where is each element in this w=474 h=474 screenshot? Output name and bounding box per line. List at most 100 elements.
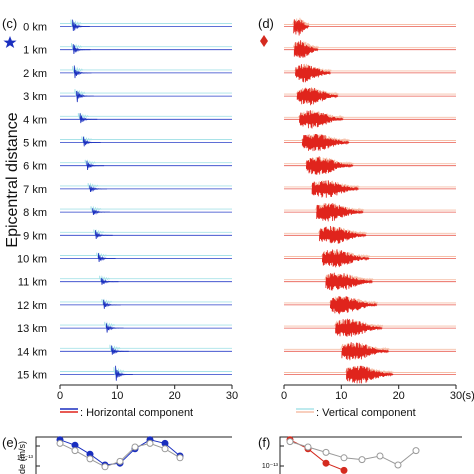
horizontal-component-wave bbox=[86, 160, 105, 171]
star-icon bbox=[3, 36, 17, 48]
horizontal-component-wave bbox=[296, 87, 339, 106]
distance-label: 15 km bbox=[17, 370, 47, 382]
x-tick-c-10: 10 bbox=[111, 390, 123, 402]
horizontal-component-wave bbox=[319, 225, 367, 244]
seismogram-d-row bbox=[284, 225, 456, 244]
panel-e-label: (e) bbox=[2, 435, 18, 450]
panel-e-point bbox=[161, 445, 169, 453]
panel-e-point bbox=[116, 457, 124, 465]
distance-label: 2 km bbox=[23, 68, 47, 80]
vertical-component-wave bbox=[74, 89, 86, 98]
panel-f: 10⁻¹³ bbox=[262, 436, 462, 474]
seismogram-c-row bbox=[60, 275, 232, 285]
panel-e-ylabel: de (m/s) bbox=[17, 441, 27, 474]
horizontal-component-wave bbox=[295, 64, 331, 83]
horizontal-component-wave bbox=[73, 65, 92, 79]
legend-horizontal-label: : Horizontal component bbox=[80, 407, 193, 419]
vertical-component-wave bbox=[109, 344, 121, 352]
horizontal-component-wave bbox=[335, 318, 383, 337]
seismogram-c-row bbox=[60, 112, 232, 124]
panel-f-point bbox=[358, 456, 366, 464]
legend: : Horizontal component : Vertical compon… bbox=[60, 407, 416, 419]
x-tick-d-10: 10 bbox=[335, 390, 347, 402]
x-tick-c-30: 30 bbox=[226, 390, 238, 402]
vertical-component-wave bbox=[90, 205, 102, 212]
horizontal-component-wave bbox=[301, 133, 350, 152]
vertical-component-wave bbox=[84, 159, 96, 166]
panel-e-point bbox=[101, 463, 109, 471]
vertical-component-wave bbox=[96, 252, 108, 259]
horizontal-component-wave bbox=[111, 345, 129, 355]
vertical-component-wave bbox=[99, 275, 111, 282]
horizontal-component-wave bbox=[322, 249, 370, 268]
vertical-component-wave bbox=[101, 298, 113, 305]
vertical-component-wave bbox=[71, 43, 83, 51]
seismogram-c-row bbox=[60, 89, 232, 103]
vertical-component-wave bbox=[87, 182, 99, 189]
horizontal-component-wave bbox=[305, 156, 354, 175]
panel-e-point bbox=[131, 443, 139, 451]
x-tick-d-30: 30 bbox=[450, 390, 462, 402]
horizontal-component-wave bbox=[330, 296, 378, 315]
seismogram-d-row bbox=[284, 17, 456, 36]
distance-label: 11 km bbox=[18, 277, 47, 289]
seismogram-c-row bbox=[60, 298, 232, 309]
panel-f-point bbox=[286, 438, 294, 446]
horizontal-component-wave bbox=[293, 19, 310, 36]
panel-f-point bbox=[412, 447, 420, 455]
seismogram-c-row bbox=[60, 65, 232, 79]
horizontal-component-wave bbox=[106, 323, 124, 333]
vertical-component-wave bbox=[81, 135, 93, 143]
distance-label: 13 km bbox=[17, 323, 47, 335]
x-tick-c-20: 20 bbox=[169, 390, 181, 402]
vertical-component-wave bbox=[93, 228, 105, 236]
vertical-component-wave bbox=[70, 19, 82, 28]
vertical-component-wave bbox=[104, 321, 116, 329]
horizontal-component-wave bbox=[100, 278, 119, 285]
distance-label: 4 km bbox=[23, 114, 47, 126]
seismogram-d-row bbox=[284, 295, 456, 315]
seismogram-d-row bbox=[284, 40, 456, 59]
seismogram-c-row bbox=[60, 252, 232, 263]
distance-label: 1 km bbox=[23, 45, 47, 57]
seismogram-c-row bbox=[60, 344, 232, 355]
distance-label: 3 km bbox=[23, 91, 47, 103]
panel-e-point bbox=[56, 439, 64, 447]
diamond-icon bbox=[260, 35, 268, 47]
distance-label: 6 km bbox=[23, 161, 47, 173]
panel-e-tick-label: 10⁻¹³ bbox=[17, 455, 34, 462]
seismogram-c-row bbox=[60, 19, 232, 32]
seismogram-d-row bbox=[284, 180, 456, 198]
panel-c-seismograms bbox=[60, 19, 232, 381]
panel-c-label: (c) bbox=[2, 16, 17, 31]
panel-f-point bbox=[376, 452, 384, 460]
seismogram-d-row bbox=[284, 110, 456, 129]
horizontal-component-wave bbox=[346, 365, 394, 384]
seismogram-c-row bbox=[60, 135, 232, 147]
seismogram-d-row bbox=[284, 365, 456, 384]
panel-d-seismograms bbox=[284, 17, 456, 384]
distance-label: 0 km bbox=[23, 22, 47, 34]
panel-f-point bbox=[394, 461, 402, 469]
panel-f-point bbox=[322, 448, 330, 456]
distance-label: 12 km bbox=[17, 300, 47, 312]
panel-f-point bbox=[340, 454, 348, 462]
seismogram-c-row bbox=[60, 321, 232, 333]
horizontal-component-wave bbox=[95, 230, 113, 240]
x-tick-c-0: 0 bbox=[57, 390, 63, 402]
horizontal-component-wave bbox=[72, 19, 90, 32]
vertical-component-wave bbox=[77, 112, 90, 120]
distance-labels: 0 km 1 km 2 km 3 km 4 km 5 km 6 km 7 km 8 km 9 km… bbox=[17, 22, 47, 382]
horizontal-component-wave bbox=[79, 113, 98, 124]
y-axis-title: Epicentral distance bbox=[4, 112, 21, 247]
horizontal-component-wave bbox=[103, 299, 121, 309]
horizontal-component-wave bbox=[76, 90, 94, 103]
distance-label: 7 km bbox=[23, 184, 47, 196]
horizontal-component-wave bbox=[299, 110, 344, 129]
x-tick-d-0: 0 bbox=[281, 390, 287, 402]
panel-e-point bbox=[146, 439, 154, 447]
seismogram-c-row bbox=[60, 228, 232, 240]
panel-d-label: (d) bbox=[258, 16, 274, 31]
horizontal-component-wave bbox=[98, 253, 116, 263]
horizontal-component-wave bbox=[72, 44, 91, 55]
